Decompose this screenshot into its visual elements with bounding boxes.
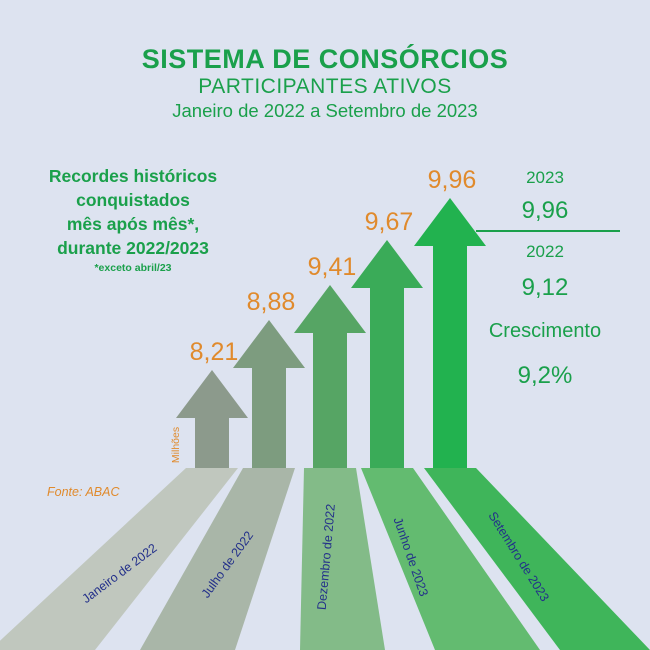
year-2023-label: 2023 xyxy=(526,168,564,187)
value-label: 8,88 xyxy=(247,288,296,316)
bar-beam xyxy=(424,468,650,650)
growth-label: Crescimento xyxy=(488,320,602,342)
value-label: 9,41 xyxy=(308,253,357,281)
records-note: Recordes históricos conquistados mês apó… xyxy=(28,164,238,276)
value-2023: 9,96 xyxy=(521,197,569,224)
chart-title: SISTEMA DE CONSÓRCIOS xyxy=(141,44,509,74)
value-label: 8,21 xyxy=(190,338,239,366)
note-line: durante 2022/2023 xyxy=(57,238,209,258)
bar-arrow xyxy=(176,370,248,468)
value-label: 9,96 xyxy=(428,166,477,194)
bar-beam xyxy=(361,468,540,650)
bar-beam xyxy=(0,468,238,650)
note-line: conquistados xyxy=(76,190,190,210)
source-label: Fonte: ABAC xyxy=(47,485,120,499)
value-label: 9,67 xyxy=(365,208,414,236)
bar-arrow xyxy=(294,285,366,468)
bar-arrow xyxy=(414,198,486,468)
header: SISTEMA DE CONSÓRCIOS PARTICIPANTES ATIV… xyxy=(0,44,650,123)
unit-label: Milhões xyxy=(170,427,182,463)
bar-beam xyxy=(140,468,295,650)
year-2022-label: 2022 xyxy=(526,242,564,261)
comparison-divider xyxy=(476,230,620,232)
note-line: mês após mês*, xyxy=(66,214,200,234)
note-line: Recordes históricos xyxy=(48,166,218,186)
value-2022: 9,12 xyxy=(521,274,569,301)
chart-subtitle: PARTICIPANTES ATIVOS xyxy=(198,75,452,98)
bar-arrow xyxy=(351,240,423,468)
note-footnote: *exceto abril/23 xyxy=(94,262,172,274)
chart-period: Janeiro de 2022 a Setembro de 2023 xyxy=(172,100,478,121)
bar-arrow xyxy=(233,320,305,468)
growth-value: 9,2% xyxy=(517,362,573,389)
bar-beam xyxy=(300,468,385,650)
